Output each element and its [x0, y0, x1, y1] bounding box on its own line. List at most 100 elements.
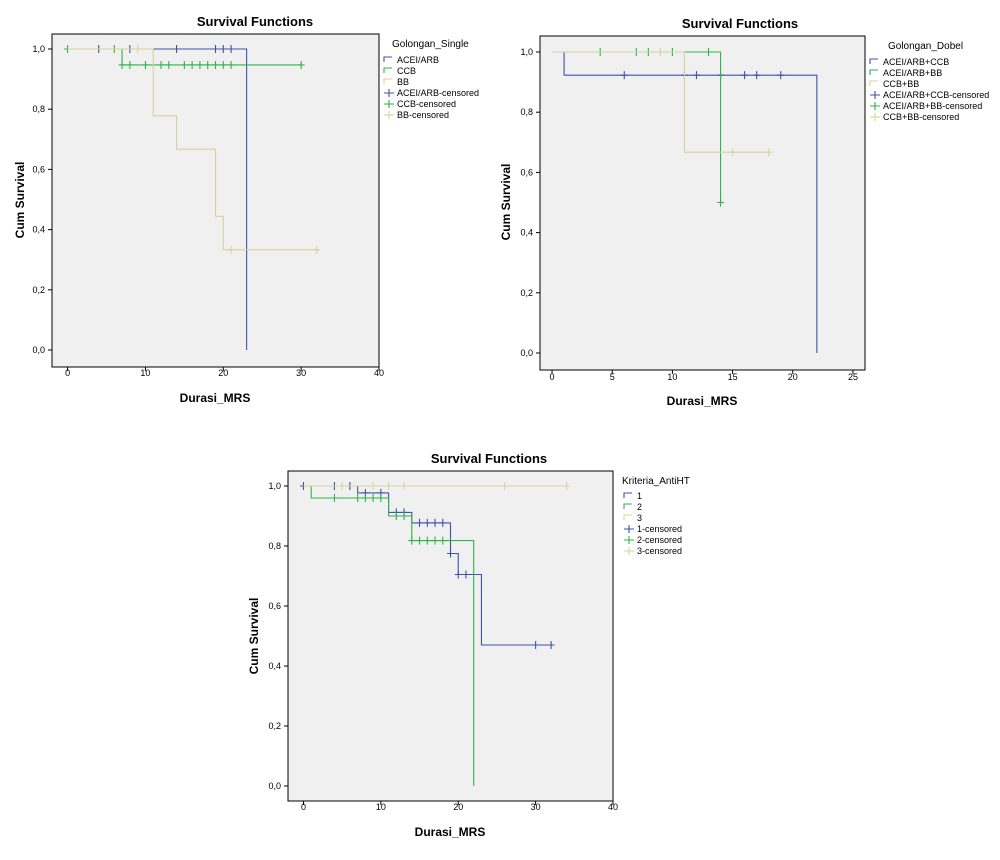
censor-mark — [196, 60, 204, 69]
x-tick-label: 25 — [848, 372, 858, 382]
y-axis-label: Cum Survival — [247, 598, 261, 675]
legend-item: ACEI/ARB+BB — [883, 68, 942, 78]
censor-mark — [532, 641, 540, 649]
y-tick-label: 0,4 — [268, 661, 281, 671]
censor-mark — [462, 570, 470, 579]
censor-mark — [439, 518, 447, 527]
legend-swatch — [870, 91, 880, 99]
legend-swatch — [623, 503, 632, 509]
legend-item: CCB+BB-censored — [883, 112, 959, 122]
x-tick-label: 20 — [788, 372, 798, 382]
censor-mark — [212, 60, 219, 69]
x-tick-label: 10 — [376, 802, 386, 812]
y-axis-label: Cum Survival — [13, 162, 27, 239]
legend-swatch — [624, 525, 634, 533]
censor-mark — [377, 494, 385, 502]
x-tick-label: 10 — [667, 372, 677, 382]
y-tick-label: 0,2 — [268, 721, 281, 731]
x-axis-label: Durasi_MRS — [415, 825, 486, 839]
censor-marks-3 — [134, 45, 321, 254]
y-tick-label: 0,0 — [32, 345, 45, 355]
censor-mark — [157, 60, 165, 69]
censor-mark — [416, 518, 424, 527]
series-line-3 — [67, 48, 317, 251]
legend-item: CCB+BB — [883, 79, 919, 89]
censor-mark — [227, 45, 235, 53]
censor-mark — [705, 48, 713, 56]
y-axis: 0,0 0,2 0,4 0,6 0,8 1,0 — [520, 47, 540, 358]
legend-item: 2 — [637, 502, 642, 512]
series-line-3 — [552, 51, 769, 153]
y-tick-label: 1,0 — [520, 47, 533, 57]
y-tick-label: 0,6 — [32, 164, 45, 174]
censor-marks-2 — [330, 494, 447, 545]
legend-swatch — [869, 58, 878, 64]
legend-item: ACEI/ARB+CCB — [883, 57, 949, 67]
censor-mark — [656, 48, 664, 56]
x-tick-label: 30 — [531, 802, 541, 812]
legend-item: ACEI/ARB+BB-censored — [883, 101, 982, 111]
x-tick-label: 10 — [140, 368, 150, 378]
chart-title: Survival Functions — [431, 451, 547, 466]
legend-swatch — [384, 100, 394, 108]
y-tick-label: 0,0 — [520, 348, 533, 358]
censor-mark — [369, 494, 377, 502]
legend-item: 1-censored — [637, 524, 682, 534]
censor-mark — [297, 60, 305, 69]
censor-mark — [126, 60, 134, 69]
chart-panel-golongan-single: Survival Functions 0,0 0,2 0,4 0,6 0,8 1,0 0 1… — [13, 14, 479, 405]
censor-mark — [330, 494, 338, 502]
censor-mark — [400, 482, 408, 490]
censor-mark — [180, 60, 188, 69]
x-tick-label: 0 — [550, 372, 555, 382]
x-tick-label: 15 — [728, 372, 738, 382]
censor-mark — [423, 518, 431, 527]
x-axis: 0 5 10 15 20 25 — [550, 370, 858, 382]
censor-marks-3 — [656, 48, 773, 157]
plot-area — [287, 470, 614, 802]
legend-title: Golongan_Dobel — [888, 41, 963, 52]
x-axis-label: Durasi_MRS — [667, 394, 738, 408]
x-axis-label: Durasi_MRS — [180, 391, 251, 405]
censor-mark — [753, 71, 761, 80]
series-layer — [552, 48, 818, 353]
censor-mark — [547, 641, 555, 649]
y-tick-label: 0,8 — [32, 104, 45, 114]
y-tick-label: 0,4 — [32, 225, 45, 235]
legend-title: Golongan_Single — [392, 39, 469, 50]
censor-mark — [118, 60, 126, 69]
censor-mark — [447, 549, 454, 558]
legend-swatch — [870, 102, 880, 110]
legend-item: BB — [397, 77, 409, 87]
censor-mark — [765, 148, 773, 157]
legend-swatch — [624, 547, 634, 555]
y-tick-label: 0,6 — [520, 167, 533, 177]
censor-mark — [400, 512, 408, 520]
series-layer — [299, 482, 571, 786]
censor-mark — [313, 245, 321, 254]
y-tick-label: 0,0 — [268, 781, 281, 791]
x-axis: 0 10 20 30 40 — [65, 367, 384, 378]
censor-mark — [385, 482, 393, 490]
censor-mark — [454, 570, 462, 579]
censor-mark — [219, 60, 227, 69]
y-axis: 0,0 0,2 0,4 0,6 0,8 1,0 — [268, 481, 288, 791]
legend-swatch — [623, 492, 632, 498]
x-tick-label: 20 — [218, 368, 228, 378]
censor-mark — [423, 536, 431, 545]
chart-panel-kriteria-antiht: Survival Functions 0,0 0,2 0,4 0,6 0,8 1,0 0 1… — [247, 451, 690, 839]
chart-title: Survival Functions — [197, 14, 313, 29]
censor-mark — [204, 60, 212, 69]
x-tick-label: 40 — [608, 802, 618, 812]
legend-swatch — [384, 111, 394, 119]
chart-panel-golongan-dobel: Survival Functions 0,0 0,2 0,4 0,6 0,8 1,0 0 5… — [499, 16, 989, 408]
censor-mark — [392, 512, 400, 520]
censor-mark — [408, 536, 416, 545]
legend-item: 1 — [637, 491, 642, 501]
censor-mark — [416, 536, 424, 545]
legend: Kriteria_AntiHT 1231-censored2-censored3… — [622, 476, 690, 556]
censor-mark — [431, 518, 439, 527]
censor-mark — [729, 148, 737, 157]
x-tick-label: 0 — [65, 368, 70, 378]
